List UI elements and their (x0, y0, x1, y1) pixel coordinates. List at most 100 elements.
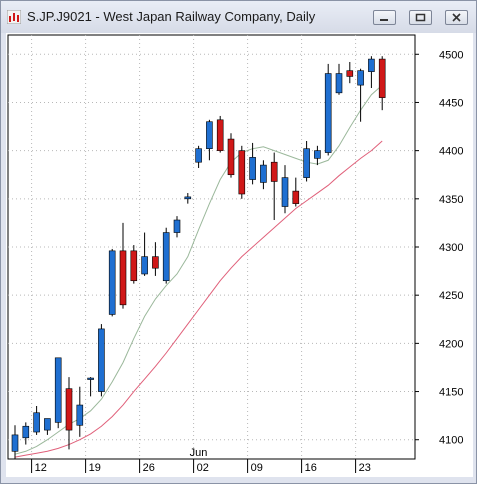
candle-body-up (335, 73, 343, 94)
x-tick-label: 12 (35, 462, 47, 474)
x-tick-label: 02 (197, 462, 209, 474)
close-icon (452, 13, 461, 22)
maximize-icon (415, 13, 426, 22)
plot-frame (7, 34, 416, 460)
candle-body-down (238, 150, 246, 195)
candle (249, 142, 256, 185)
candle-body-up (98, 328, 105, 392)
candle-body-down (378, 58, 386, 98)
candle-body-up (108, 250, 116, 315)
candle (195, 145, 202, 168)
x-tick-label: 16 (305, 462, 317, 474)
candle (33, 406, 40, 435)
candle-body-up (33, 412, 40, 433)
candle-body-down (119, 250, 127, 306)
y-tick-label: 4100 (439, 435, 463, 447)
candle-body-down (130, 250, 138, 282)
candle-body-down (270, 161, 278, 182)
candle-body-up (206, 121, 213, 150)
y-tick-label: 4300 (439, 242, 463, 254)
candle-body-up (249, 157, 256, 180)
chart-app-icon (7, 10, 21, 24)
y-tick-label: 4400 (439, 146, 463, 158)
candle (98, 324, 105, 397)
x-tick-label: 19 (89, 462, 101, 474)
candle-body-up (357, 70, 364, 86)
y-tick-label: 4200 (439, 338, 463, 350)
candle-body-up (281, 177, 289, 207)
title-bar[interactable]: S.JP.J9021 - West Japan Railway Company,… (1, 1, 476, 33)
candle (130, 245, 138, 284)
candle (357, 68, 364, 122)
candle (44, 418, 51, 435)
candle-body-up (76, 404, 84, 426)
candle-body-up (11, 434, 19, 452)
candle (216, 115, 224, 153)
candle (173, 216, 181, 238)
candle (303, 141, 310, 182)
candle-body-up (184, 196, 192, 200)
candle-body-down (346, 70, 354, 77)
candle (11, 425, 19, 459)
candle (141, 232, 148, 276)
candle (238, 145, 246, 199)
candle (108, 248, 116, 317)
candle-body-up (54, 357, 62, 423)
candle (22, 422, 30, 445)
candle (378, 56, 386, 111)
candle-body-down (65, 388, 73, 431)
x-tick-label: 26 (143, 462, 155, 474)
candle-body-down (216, 119, 224, 151)
candle (162, 227, 170, 284)
candle (281, 165, 289, 214)
candle (119, 222, 127, 309)
y-tick-label: 4150 (439, 387, 463, 399)
candle-body-up (368, 58, 375, 72)
y-tick-label: 4500 (439, 49, 463, 61)
candle-body-up (303, 148, 310, 178)
close-button[interactable] (445, 10, 468, 25)
y-tick-label: 4450 (439, 97, 463, 109)
x-tick-label: 23 (359, 462, 371, 474)
candle-body-up (162, 232, 170, 282)
ma-long-line (14, 140, 383, 458)
candle-body-up (141, 256, 148, 275)
candle (76, 386, 84, 437)
candle-body-down (227, 138, 235, 176)
y-tick-label: 4250 (439, 290, 463, 302)
candle (260, 160, 267, 190)
candle (346, 61, 354, 84)
candle-body-up (87, 377, 94, 380)
candle-body-up (260, 164, 267, 183)
candlestick-chart[interactable]: 4100 4150 4200 4250 4300 4350 4400 4450 4500 12 19… (6, 33, 473, 477)
candle (184, 193, 192, 204)
chart-area[interactable]: 4100 4150 4200 4250 4300 4350 4400 4450 4500 12 19… (6, 33, 473, 477)
ma-short-line (14, 84, 383, 455)
candle-body-up (22, 425, 30, 439)
month-label: Jun (190, 447, 208, 459)
candle-body-down (152, 256, 159, 269)
candle-body-up (44, 418, 51, 431)
candle (314, 145, 321, 166)
y-tick-label: 4350 (439, 194, 463, 206)
candle (368, 56, 375, 88)
candle (54, 357, 62, 429)
candle-body-down (292, 190, 300, 204)
candle-body-up (195, 148, 202, 163)
candle-body-up (173, 219, 181, 233)
candle-body-up (324, 73, 332, 153)
candle (292, 177, 300, 207)
candle (152, 242, 159, 276)
candle (335, 63, 343, 95)
candle (270, 152, 278, 221)
candle (227, 133, 235, 178)
candle (206, 119, 213, 161)
x-tick-label: 09 (251, 462, 263, 474)
maximize-button[interactable] (409, 10, 432, 25)
candle (65, 377, 73, 450)
candle (324, 63, 332, 156)
window-title: S.JP.J9021 - West Japan Railway Company,… (27, 9, 316, 24)
minimize-button[interactable] (373, 10, 396, 25)
candle (87, 377, 94, 397)
